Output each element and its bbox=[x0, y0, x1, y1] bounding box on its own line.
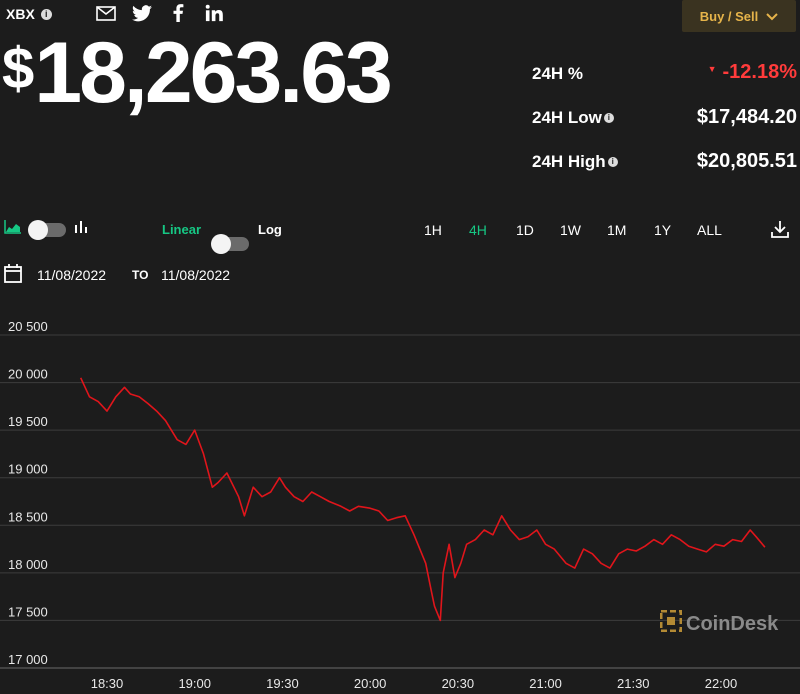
y-tick-label: 19 000 bbox=[8, 462, 48, 477]
y-tick-label: 20 000 bbox=[8, 367, 48, 382]
chart-grid bbox=[0, 334, 800, 669]
x-tick-label: 19:00 bbox=[178, 676, 211, 691]
price-line bbox=[79, 377, 766, 622]
bar-chart-icon[interactable] bbox=[74, 220, 88, 239]
download-icon[interactable] bbox=[771, 220, 789, 243]
twitter-icon[interactable] bbox=[132, 4, 152, 22]
stat-24h-high-label: 24H High bbox=[532, 152, 606, 171]
x-tick-label: 22:00 bbox=[705, 676, 738, 691]
info-icon[interactable]: i bbox=[607, 157, 618, 167]
stat-24h-high-label-group: 24H High i bbox=[532, 152, 618, 172]
x-axis: 18:30 19:00 19:30 20:00 20:30 21:00 21:30 22:00 bbox=[91, 676, 738, 691]
mail-icon[interactable] bbox=[96, 4, 116, 22]
range-tab-1y[interactable]: 1Y bbox=[654, 222, 672, 238]
area-chart-icon[interactable] bbox=[4, 220, 22, 239]
y-tick-label: 18 500 bbox=[8, 509, 48, 524]
y-tick-label: 20 500 bbox=[8, 320, 48, 334]
y-tick-label: 17 000 bbox=[8, 652, 48, 667]
range-tab-1d[interactable]: 1D bbox=[516, 222, 534, 238]
stat-24h-low-label-group: 24H Low i bbox=[532, 108, 614, 128]
scale-toggle[interactable] bbox=[211, 234, 249, 254]
buy-sell-button[interactable]: Buy / Sell bbox=[682, 0, 796, 32]
stat-24h-pct-label: 24H % bbox=[532, 64, 584, 83]
coindesk-logo-icon bbox=[659, 609, 683, 638]
buy-sell-label: Buy / Sell bbox=[699, 8, 759, 24]
chart-type-toggle[interactable] bbox=[28, 220, 66, 240]
down-arrow-icon: ▼ bbox=[707, 64, 717, 74]
coindesk-watermark: CoinDesk bbox=[659, 609, 779, 638]
facebook-icon[interactable] bbox=[168, 4, 188, 22]
linear-scale-label[interactable]: Linear bbox=[162, 222, 202, 237]
info-icon[interactable]: i bbox=[40, 8, 52, 20]
price-value: 18,263.63 bbox=[34, 25, 393, 121]
x-tick-label: 21:00 bbox=[529, 676, 562, 691]
x-tick-label: 21:30 bbox=[617, 676, 650, 691]
range-tab-all[interactable]: ALL bbox=[697, 222, 722, 238]
calendar-icon[interactable] bbox=[4, 264, 22, 288]
y-tick-label: 17 500 bbox=[8, 604, 48, 619]
date-to[interactable]: 11/08/2022 bbox=[161, 267, 231, 283]
y-tick-label: 19 500 bbox=[8, 414, 48, 429]
range-tab-1h[interactable]: 1H bbox=[424, 222, 442, 238]
date-to-label: TO bbox=[132, 268, 149, 282]
linkedin-icon[interactable] bbox=[204, 4, 224, 22]
x-tick-label: 20:00 bbox=[354, 676, 387, 691]
y-axis: 20 500 20 000 19 500 19 000 18 500 18 000 17 5… bbox=[8, 320, 48, 667]
toggle-knob bbox=[211, 234, 231, 254]
chevron-down-icon bbox=[766, 9, 778, 24]
x-tick-label: 20:30 bbox=[442, 676, 475, 691]
currency-symbol: $ bbox=[2, 36, 35, 101]
social-share-bar bbox=[96, 4, 224, 22]
watermark-text: CoinDesk bbox=[686, 612, 779, 635]
stat-24h-pct-value: -12.18% bbox=[722, 61, 798, 83]
x-tick-label: 19:30 bbox=[266, 676, 299, 691]
y-tick-label: 18 000 bbox=[8, 557, 48, 572]
info-icon[interactable]: i bbox=[603, 113, 614, 123]
range-tab-4h[interactable]: 4H bbox=[469, 222, 487, 238]
date-from[interactable]: 11/08/2022 bbox=[37, 267, 107, 283]
log-scale-label[interactable]: Log bbox=[258, 222, 282, 237]
current-price: $18,263.63 bbox=[2, 14, 393, 128]
toggle-knob bbox=[28, 220, 48, 240]
stat-24h-low-value: $17,484.20 bbox=[696, 106, 797, 128]
ticker-symbol: XBX bbox=[6, 6, 35, 22]
stat-24h-low-label: 24H Low bbox=[532, 108, 602, 127]
stat-24h-pct: ▼ -12.18% bbox=[708, 61, 797, 84]
ticker-symbol-group: XBX i bbox=[6, 6, 52, 22]
price-chart[interactable]: 20 500 20 000 19 500 19 000 18 500 18 000 17 5… bbox=[0, 320, 800, 694]
range-tab-1w[interactable]: 1W bbox=[560, 222, 581, 238]
range-tab-1m[interactable]: 1M bbox=[607, 222, 627, 238]
stat-24h-high-value: $20,805.51 bbox=[696, 150, 797, 172]
x-tick-label: 18:30 bbox=[91, 676, 124, 691]
